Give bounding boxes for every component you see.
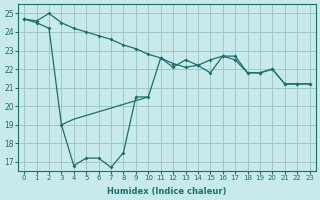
X-axis label: Humidex (Indice chaleur): Humidex (Indice chaleur) xyxy=(107,187,227,196)
